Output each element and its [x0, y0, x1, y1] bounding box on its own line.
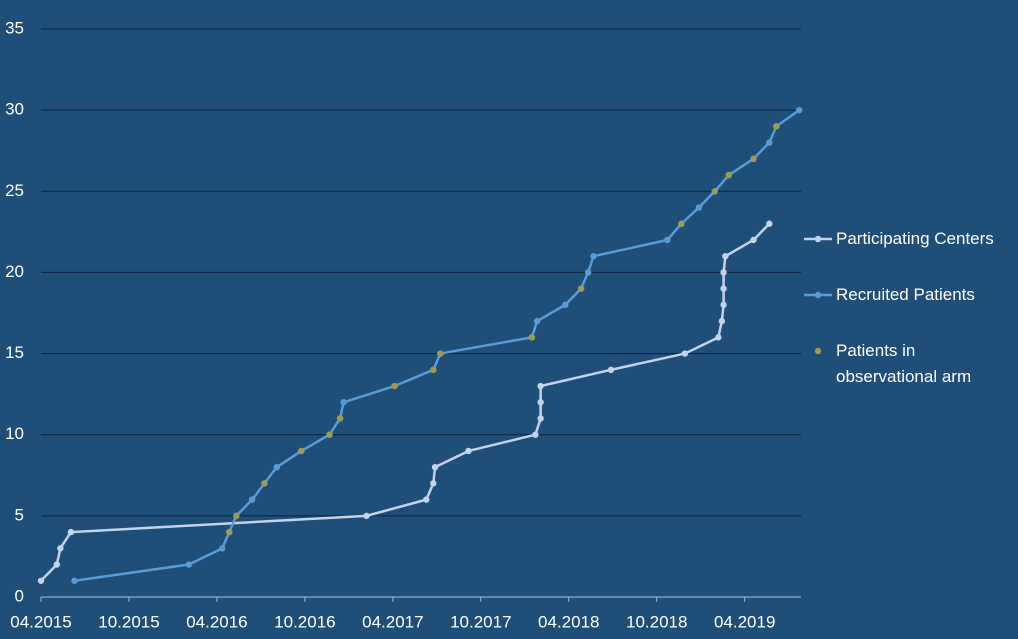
y-tick-label: 15 [5, 343, 24, 362]
legend-item: Patients in observational arm [803, 338, 1018, 390]
data-point [261, 480, 268, 487]
data-point [363, 512, 370, 520]
data-point [430, 480, 437, 487]
data-point [750, 155, 757, 163]
series-line [74, 109, 800, 583]
data-point [590, 253, 597, 260]
data-point [340, 399, 347, 406]
series-line [40, 222, 771, 582]
y-tick-label: 0 [15, 586, 24, 605]
data-point [681, 350, 689, 357]
legend-icon [804, 235, 832, 243]
data-point [537, 382, 544, 390]
data-point [718, 317, 726, 325]
data-point [219, 545, 226, 552]
legend-label: Participating Centers [836, 229, 994, 248]
legend-marker [814, 291, 822, 299]
data-point [233, 512, 240, 520]
y-tick-label: 30 [5, 100, 24, 119]
legend-icon [804, 291, 832, 299]
data-point [465, 447, 472, 455]
x-tick-label: 10.2017 [450, 612, 511, 631]
y-tick-label: 35 [5, 18, 24, 37]
data-point [226, 528, 233, 536]
data-point [720, 301, 727, 309]
legend-marker [814, 347, 822, 355]
data-point [796, 106, 803, 114]
data-point [537, 415, 544, 422]
data-point [532, 431, 539, 438]
data-point [773, 123, 780, 130]
data-point [67, 528, 75, 536]
data-point [326, 431, 333, 438]
data-point [720, 285, 727, 292]
data-point [185, 561, 192, 568]
data-point [57, 545, 64, 552]
data-point [71, 577, 78, 584]
legend: Participating Centers Recruited Patients P… [803, 226, 1018, 420]
x-tick-label: 04.2016 [186, 612, 247, 631]
y-tick-label: 5 [15, 505, 24, 524]
data-point [584, 269, 592, 276]
legend-icon [814, 347, 822, 355]
data-point [725, 171, 733, 179]
data-point [533, 317, 541, 325]
legend-label: Patients in observational arm [836, 341, 972, 386]
legend-item: Recruited Patients [803, 282, 1018, 308]
data-point [336, 415, 344, 422]
x-tick-label: 04.2018 [538, 612, 599, 631]
data-point [607, 366, 615, 373]
data-point [437, 350, 444, 357]
data-point [37, 577, 45, 584]
data-point [664, 236, 671, 244]
data-point [562, 301, 569, 309]
x-tick-label: 10.2015 [98, 612, 159, 631]
data-point [715, 334, 722, 341]
y-tick-label: 20 [5, 262, 24, 281]
data-point [298, 447, 305, 455]
data-point [750, 236, 757, 244]
data-point [53, 561, 61, 568]
x-tick-label: 04.2019 [714, 612, 775, 631]
x-tick-label: 04.2015 [10, 612, 71, 631]
data-point [766, 220, 773, 227]
data-point [431, 463, 439, 471]
legend-item: Participating Centers [803, 226, 1018, 252]
y-tick-label: 10 [5, 424, 24, 443]
data-point [711, 188, 718, 195]
data-point [273, 463, 280, 471]
x-tick-label: 10.2016 [274, 612, 335, 631]
x-tick-label: 04.2017 [362, 612, 423, 631]
data-point [537, 399, 544, 406]
x-tick-label: 10.2018 [626, 612, 687, 631]
data-point [248, 496, 256, 503]
data-point [528, 334, 536, 341]
data-point [391, 382, 398, 390]
data-point [577, 285, 585, 292]
data-point [722, 253, 729, 260]
data-point [695, 204, 703, 211]
y-tick-label: 25 [5, 181, 24, 200]
data-point [423, 496, 430, 503]
legend-label: Recruited Patients [836, 285, 975, 304]
data-point [766, 139, 773, 146]
data-point [430, 366, 437, 373]
data-point [678, 220, 685, 227]
legend-marker [814, 235, 822, 243]
data-point [720, 269, 727, 276]
